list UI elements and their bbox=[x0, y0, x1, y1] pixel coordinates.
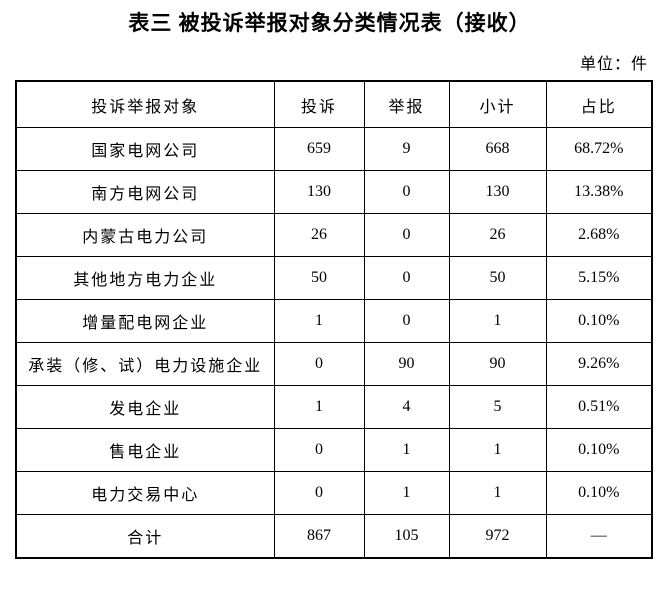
cell-target: 合计 bbox=[15, 514, 275, 559]
cell-ratio: — bbox=[545, 514, 653, 559]
cell-ratio: 9.26% bbox=[545, 342, 653, 386]
table-row: 增量配电网企业 1 0 1 0.10% bbox=[15, 299, 653, 343]
table-row: 发电企业 1 4 5 0.51% bbox=[15, 385, 653, 429]
cell-ratio: 5.15% bbox=[545, 256, 653, 300]
table-row: 内蒙古电力公司 26 0 26 2.68% bbox=[15, 213, 653, 257]
cell-subtotal: 1 bbox=[448, 471, 547, 515]
cell-reports: 0 bbox=[363, 256, 450, 300]
cell-reports: 4 bbox=[363, 385, 450, 429]
cell-subtotal: 5 bbox=[448, 385, 547, 429]
cell-reports: 0 bbox=[363, 213, 450, 257]
header-row: 投诉举报对象 投诉 举报 小计 占比 bbox=[15, 80, 653, 128]
cell-target: 内蒙古电力公司 bbox=[15, 213, 275, 257]
table-row: 国家电网公司 659 9 668 68.72% bbox=[15, 127, 653, 171]
cell-complaints: 130 bbox=[273, 170, 365, 214]
column-header-complaints: 投诉 bbox=[273, 80, 365, 128]
cell-reports: 105 bbox=[363, 514, 450, 559]
cell-reports: 1 bbox=[363, 471, 450, 515]
cell-ratio: 0.10% bbox=[545, 299, 653, 343]
cell-target: 承装（修、试）电力设施企业 bbox=[15, 342, 275, 386]
column-header-ratio: 占比 bbox=[545, 80, 653, 128]
cell-ratio: 13.38% bbox=[545, 170, 653, 214]
cell-ratio: 0.10% bbox=[545, 471, 653, 515]
cell-subtotal: 972 bbox=[448, 514, 547, 559]
cell-reports: 1 bbox=[363, 428, 450, 472]
cell-target: 南方电网公司 bbox=[15, 170, 275, 214]
cell-subtotal: 668 bbox=[448, 127, 547, 171]
cell-target: 电力交易中心 bbox=[15, 471, 275, 515]
cell-complaints: 50 bbox=[273, 256, 365, 300]
cell-reports: 0 bbox=[363, 170, 450, 214]
table-row-total: 合计 867 105 972 — bbox=[15, 514, 653, 559]
cell-subtotal: 1 bbox=[448, 428, 547, 472]
cell-target: 其他地方电力企业 bbox=[15, 256, 275, 300]
cell-subtotal: 130 bbox=[448, 170, 547, 214]
cell-reports: 0 bbox=[363, 299, 450, 343]
cell-complaints: 0 bbox=[273, 471, 365, 515]
cell-subtotal: 50 bbox=[448, 256, 547, 300]
column-header-reports: 举报 bbox=[363, 80, 450, 128]
table-row: 电力交易中心 0 1 1 0.10% bbox=[15, 471, 653, 515]
cell-complaints: 1 bbox=[273, 385, 365, 429]
cell-target: 增量配电网企业 bbox=[15, 299, 275, 343]
cell-subtotal: 26 bbox=[448, 213, 547, 257]
cell-complaints: 1 bbox=[273, 299, 365, 343]
complaint-target-table: 投诉举报对象 投诉 举报 小计 占比 国家电网公司 659 9 668 68.7… bbox=[15, 80, 653, 559]
table-row: 售电企业 0 1 1 0.10% bbox=[15, 428, 653, 472]
column-header-target: 投诉举报对象 bbox=[15, 80, 275, 128]
table-row: 承装（修、试）电力设施企业 0 90 90 9.26% bbox=[15, 342, 653, 386]
cell-complaints: 0 bbox=[273, 342, 365, 386]
cell-complaints: 867 bbox=[273, 514, 365, 559]
cell-subtotal: 90 bbox=[448, 342, 547, 386]
column-header-subtotal: 小计 bbox=[448, 80, 547, 128]
cell-complaints: 659 bbox=[273, 127, 365, 171]
cell-complaints: 0 bbox=[273, 428, 365, 472]
page-title: 表三 被投诉举报对象分类情况表（接收） bbox=[128, 11, 531, 35]
unit-label: 单位：件 bbox=[579, 56, 648, 73]
cell-reports: 90 bbox=[363, 342, 450, 386]
cell-target: 国家电网公司 bbox=[15, 127, 275, 171]
table-row: 南方电网公司 130 0 130 13.38% bbox=[15, 170, 653, 214]
cell-ratio: 2.68% bbox=[545, 213, 653, 257]
cell-ratio: 0.10% bbox=[545, 428, 653, 472]
cell-complaints: 26 bbox=[273, 213, 365, 257]
cell-reports: 9 bbox=[363, 127, 450, 171]
table-row: 其他地方电力企业 50 0 50 5.15% bbox=[15, 256, 653, 300]
cell-target: 发电企业 bbox=[15, 385, 275, 429]
cell-target: 售电企业 bbox=[15, 428, 275, 472]
cell-ratio: 68.72% bbox=[545, 127, 653, 171]
cell-subtotal: 1 bbox=[448, 299, 547, 343]
cell-ratio: 0.51% bbox=[545, 385, 653, 429]
